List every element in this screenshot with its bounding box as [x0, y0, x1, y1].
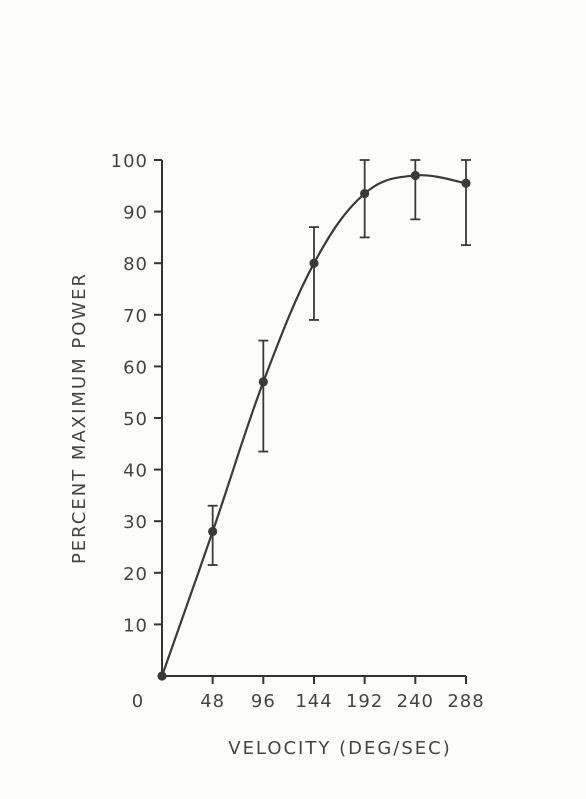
y-tick-label: 60 — [123, 357, 148, 378]
x-tick-label: 48 — [200, 691, 225, 712]
data-point — [157, 671, 167, 681]
x-tick-label: 0 — [132, 691, 144, 712]
y-tick-label: 40 — [123, 461, 148, 482]
x-tick-label: 240 — [397, 691, 434, 712]
x-tick-label: 288 — [447, 691, 484, 712]
data-point — [309, 258, 319, 268]
ticks — [154, 159, 467, 684]
data-points — [157, 170, 471, 681]
series-line — [160, 174, 467, 677]
y-tick-label: 100 — [111, 151, 148, 172]
x-tick-label: 192 — [346, 691, 383, 712]
y-tick-label: 30 — [123, 512, 148, 533]
y-tick-label: 20 — [123, 564, 148, 585]
x-tick-label: 96 — [251, 691, 276, 712]
y-tick-label: 50 — [123, 409, 148, 430]
error-bars — [207, 159, 471, 566]
y-tick-label: 70 — [123, 306, 148, 327]
data-point — [360, 188, 370, 199]
y-tick-label: 80 — [123, 254, 148, 275]
data-point — [461, 178, 471, 188]
y-axis-title: PERCENT MAXIMUM POWER — [69, 272, 90, 564]
y-tick-label: 10 — [123, 615, 148, 636]
x-axis-title: VELOCITY (DEG/SEC) — [228, 738, 452, 759]
data-point — [208, 526, 218, 537]
data-point — [410, 170, 420, 181]
x-tick-label: 144 — [295, 691, 332, 712]
data-point — [258, 377, 268, 387]
tick-labels: 10 20 30 40 50 60 70 80 90 100 0 48 96 144 192 240 288 — [111, 151, 484, 712]
y-tick-label: 90 — [123, 203, 148, 224]
